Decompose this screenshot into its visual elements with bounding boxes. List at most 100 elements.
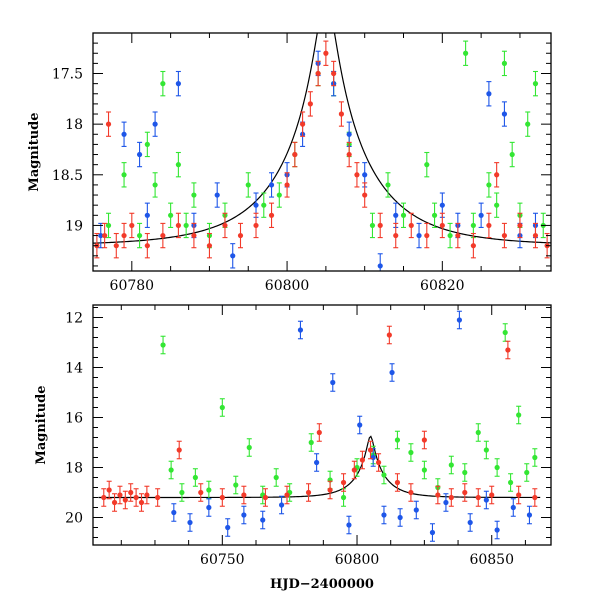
data-point: [176, 447, 182, 453]
data-point: [160, 342, 166, 348]
data-point: [483, 497, 489, 503]
data-point: [253, 202, 259, 208]
data-point: [393, 212, 399, 218]
data-point: [381, 512, 387, 518]
data-point: [175, 162, 181, 168]
data-point: [338, 111, 345, 117]
bottom-y-axis-label: Magnitude: [34, 385, 49, 464]
data-point: [128, 489, 134, 496]
data-point: [447, 232, 453, 239]
data-point: [206, 504, 212, 511]
series-blue: [171, 310, 533, 542]
data-point: [381, 472, 387, 478]
data-point: [230, 253, 236, 259]
top-y-axis-label: Magnitude: [27, 112, 42, 191]
data-point: [502, 329, 508, 336]
data-point: [346, 522, 352, 528]
data-point: [314, 459, 320, 466]
data-point: [168, 212, 174, 218]
top-plot-area: [93, 33, 551, 271]
data-point: [524, 469, 530, 476]
model-curve: [93, 33, 551, 244]
data-point: [315, 70, 321, 77]
data-point: [121, 172, 127, 178]
data-point: [187, 519, 193, 526]
data-point: [133, 494, 139, 501]
data-point: [486, 222, 492, 229]
data-point: [501, 111, 508, 117]
data-point: [532, 494, 538, 501]
data-point: [510, 504, 516, 511]
data-point: [413, 507, 419, 513]
data-point: [507, 479, 514, 486]
data-point: [424, 162, 430, 168]
data-point: [316, 429, 322, 436]
top-panel: 60780 60800 60820 17.5 18 18.5 19 Magnitude: [27, 32, 552, 294]
data-point: [305, 489, 312, 496]
data-point: [237, 232, 244, 239]
data-point: [129, 222, 135, 229]
data-point: [370, 454, 376, 461]
data-point: [261, 202, 267, 208]
data-point: [206, 487, 212, 493]
data-point: [284, 182, 290, 188]
data-point: [331, 70, 337, 77]
data-point: [516, 412, 522, 418]
data-point: [206, 243, 213, 249]
data-point: [160, 81, 166, 87]
data-point: [517, 222, 523, 229]
data-point: [105, 121, 112, 127]
data-point: [106, 487, 112, 493]
bottom-panel-frame: [92, 304, 552, 546]
data-point: [268, 182, 275, 188]
data-point: [377, 263, 383, 269]
data-point: [367, 447, 374, 453]
data-point: [179, 489, 185, 496]
data-point: [262, 494, 269, 501]
data-point: [307, 101, 313, 107]
data-point: [501, 60, 508, 66]
data-point: [323, 50, 329, 56]
x-tick-label: 60850: [469, 552, 514, 568]
data-point: [354, 172, 360, 178]
data-point: [475, 429, 481, 436]
data-point: [122, 497, 128, 503]
data-point: [400, 212, 407, 218]
data-point: [297, 327, 304, 333]
data-point: [245, 182, 251, 188]
data-point: [113, 243, 119, 249]
data-point: [191, 192, 197, 198]
data-point: [340, 494, 347, 501]
data-point: [448, 462, 454, 468]
data-point: [408, 449, 414, 456]
data-point: [389, 369, 395, 376]
series-red: [101, 325, 538, 512]
data-point: [456, 317, 462, 323]
data-point: [505, 347, 511, 353]
series-green: [160, 323, 538, 507]
bottom-x-axis-label: HJD−2400000: [270, 577, 374, 592]
data-point: [327, 487, 333, 493]
data-point: [121, 131, 127, 137]
data-point: [117, 492, 123, 498]
data-point: [233, 482, 239, 488]
data-point: [102, 232, 108, 239]
top-panel-frame: [92, 32, 552, 272]
data-point: [357, 422, 363, 428]
data-point: [136, 151, 143, 158]
data-point: [526, 512, 533, 518]
data-point: [246, 444, 252, 451]
y-tick-label: 18: [65, 461, 83, 477]
data-point: [369, 222, 376, 229]
y-tick-label: 19: [65, 218, 83, 234]
data-point: [351, 467, 357, 473]
data-point: [462, 489, 468, 496]
data-point: [394, 437, 401, 443]
data-point: [362, 192, 368, 198]
data-point: [397, 514, 403, 521]
data-point: [105, 222, 112, 229]
data-point: [191, 232, 197, 239]
data-point: [175, 81, 181, 87]
data-point: [138, 499, 145, 506]
